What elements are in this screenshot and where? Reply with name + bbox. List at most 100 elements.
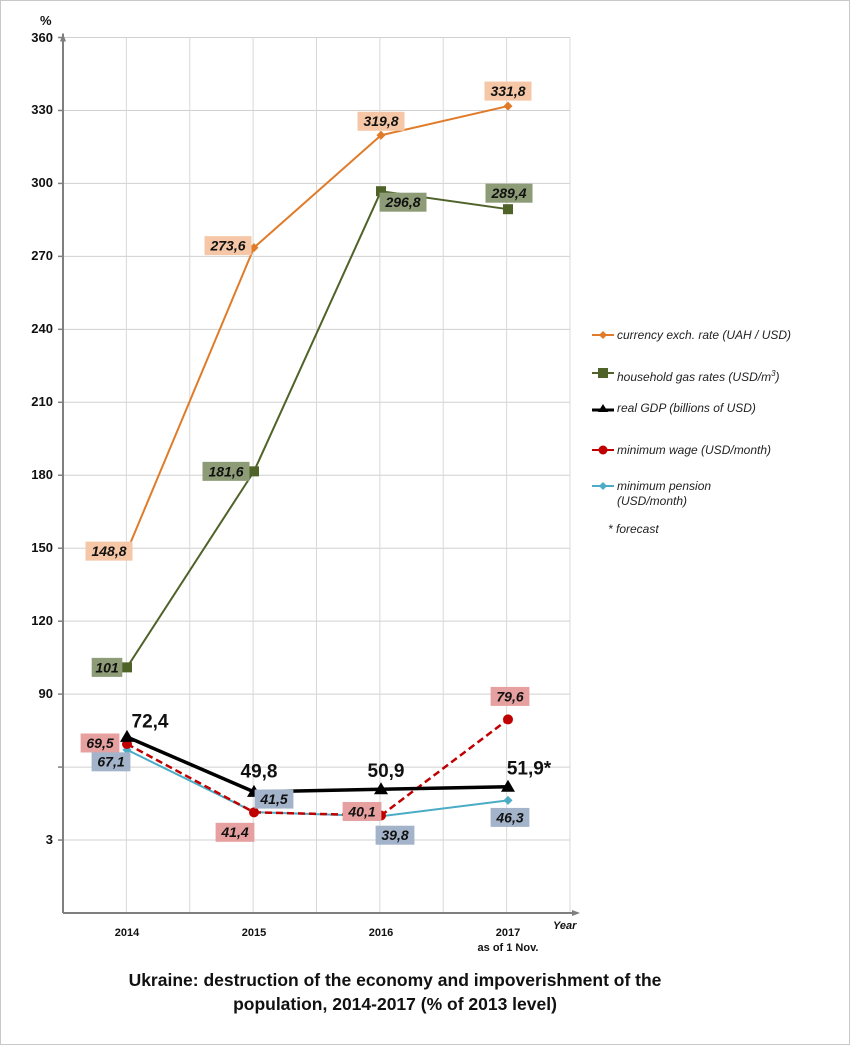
- wage-line-segment: [126, 742, 255, 814]
- data-label-text: 67,1: [97, 754, 124, 770]
- data-label-text: 49,8: [241, 762, 278, 783]
- data-label-text: 39,8: [381, 827, 408, 843]
- gdp-marker: [501, 779, 515, 792]
- x-axis-title: Year: [553, 920, 577, 932]
- currency-data-label: 331,8: [484, 81, 532, 101]
- data-label-text: 51,9*: [507, 758, 552, 779]
- legend-item-currency: currency exch. rate (UAH / USD): [592, 328, 791, 343]
- series-markers: [120, 101, 515, 821]
- triangle-marker-icon: [592, 404, 614, 412]
- gas-marker: [122, 662, 132, 673]
- y-tick-label: 150: [31, 540, 53, 556]
- data-label-background: [357, 111, 405, 131]
- wage-data-label: 40,1: [342, 801, 382, 821]
- gdp-line-segment: [380, 785, 509, 791]
- square-marker-icon: [592, 368, 614, 378]
- x-tick-label: 2016: [368, 927, 394, 939]
- legend-item-gas: household gas rates (USD/m3): [592, 366, 780, 385]
- x-axis-arrow: [572, 910, 580, 916]
- y-tick-label: 240: [31, 321, 53, 337]
- pension-line-segment: [380, 799, 509, 818]
- data-label-text: 69,5: [86, 735, 113, 751]
- data-label-text: 273,6: [209, 238, 245, 254]
- pension-data-label: 41,5: [254, 789, 294, 809]
- data-label-text: 72,4: [132, 712, 169, 733]
- gas-data-label: 181,6: [202, 461, 250, 481]
- gas-line-segment: [126, 470, 255, 668]
- y-tick-label: 210: [31, 394, 53, 410]
- data-label-background: [202, 461, 250, 481]
- gas-data-label: 101: [91, 657, 123, 677]
- gdp-marker: [374, 782, 388, 795]
- y-tick-label: 180: [31, 467, 53, 483]
- wage-line-segment: [380, 718, 509, 817]
- x-tick-label: 2015: [241, 927, 267, 939]
- data-label-text: 181,6: [208, 463, 243, 479]
- wage-marker: [503, 714, 513, 725]
- gas-marker: [376, 186, 386, 197]
- legend-gas-text: household gas rates (USD/m3): [617, 369, 780, 384]
- data-label-background: [379, 192, 427, 212]
- legend-forecast-note: * forecast: [608, 522, 659, 536]
- x-tick-label: 2014: [114, 927, 140, 939]
- pension-data-label: 46,3: [490, 807, 530, 827]
- data-label-text: 41,4: [220, 824, 248, 840]
- gas-line-segment: [253, 190, 382, 472]
- currency-marker: [249, 243, 259, 253]
- data-label-text: 50,9: [368, 761, 405, 782]
- y-tick-label: 120: [31, 613, 53, 629]
- gas-marker: [503, 204, 513, 215]
- x-tick-sublabel: as of 1 Nov.: [477, 942, 539, 954]
- axes: [58, 33, 580, 916]
- data-label-text: 289,4: [490, 185, 526, 201]
- wage-data-label: 41,4: [215, 822, 255, 842]
- data-label-background: [85, 541, 133, 561]
- y-tick-label: 90: [38, 686, 53, 702]
- gdp-data-label: 51,9*: [507, 758, 552, 779]
- data-label-text: 101: [95, 659, 119, 675]
- data-labels: 148,8 273,6 319,8 331,8 101 181,6 296,8 289,4 72…: [80, 81, 552, 845]
- data-label-background: [342, 801, 382, 821]
- legend-item-pension: minimum pension (USD/month): [592, 479, 711, 509]
- y-tick-label: 330: [31, 102, 53, 118]
- grid: [63, 37, 571, 913]
- data-label-text: 331,8: [490, 83, 525, 99]
- wage-data-label: 79,6: [490, 686, 530, 706]
- gdp-data-label: 72,4: [132, 712, 169, 733]
- data-label-text: 148,8: [91, 543, 126, 559]
- y-axis-arrow: [60, 33, 66, 42]
- pension-line-segment: [126, 748, 255, 813]
- data-label-background: [490, 807, 530, 827]
- legend-item-wage: minimum wage (USD/month): [592, 443, 771, 458]
- currency-data-label: 148,8: [85, 541, 133, 561]
- currency-marker: [503, 101, 513, 111]
- pension-marker: [503, 795, 513, 805]
- currency-marker: [376, 130, 386, 140]
- wage-data-label: 69,5: [80, 733, 120, 753]
- data-label-background: [254, 789, 294, 809]
- y-tick-label: 270: [31, 248, 53, 264]
- currency-line-segment: [126, 247, 255, 552]
- y-tick-label: 3: [45, 832, 53, 848]
- currency-data-label: 319,8: [357, 111, 405, 131]
- data-label-text: 46,3: [495, 809, 523, 825]
- data-label-background: [204, 236, 252, 256]
- chart-title: Ukraine: destruction of the economy and …: [128, 970, 662, 1014]
- legend-item-gdp: real GDP (billions of USD): [592, 401, 756, 416]
- gdp-line-segment: [126, 735, 255, 794]
- data-label-background: [215, 822, 255, 842]
- currency-data-label: 273,6: [204, 236, 252, 256]
- y-tick-label: 360: [31, 29, 53, 45]
- circle-marker-icon: [592, 445, 614, 455]
- data-label-text: 79,6: [496, 688, 523, 704]
- pension-data-label: 67,1: [91, 752, 131, 772]
- data-label-background: [484, 81, 532, 101]
- data-label-background: [375, 825, 415, 845]
- legend: currency exch. rate (UAH / USD) househol…: [570, 310, 850, 550]
- data-label-background: [91, 752, 131, 772]
- gas-data-label: 289,4: [485, 183, 533, 203]
- x-tick-label: 2017: [495, 927, 521, 939]
- diamond-marker-icon: [592, 482, 614, 490]
- data-label-text: 41,5: [259, 791, 287, 807]
- gdp-data-label: 50,9: [368, 761, 405, 782]
